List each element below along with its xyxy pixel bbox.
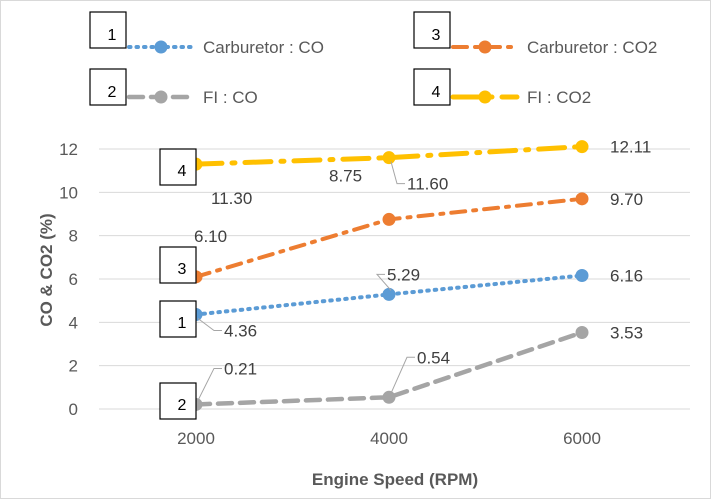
legend-box-number: 4 — [432, 84, 441, 101]
data-point — [575, 269, 589, 283]
data-label-leader — [390, 161, 405, 185]
data-label: 0.21 — [224, 359, 257, 378]
legend-box-1 — [89, 11, 127, 49]
marker-box-number: 4 — [178, 163, 187, 180]
data-point — [382, 287, 396, 301]
data-label: 4.36 — [224, 322, 257, 341]
data-label: 0.54 — [417, 348, 450, 367]
y-tick-label: 4 — [69, 313, 78, 332]
data-label-leader — [197, 318, 222, 332]
y-axis-title: CO & CO2 (%) — [37, 213, 56, 326]
data-label: 6.16 — [610, 267, 643, 286]
marker-box-4 — [159, 148, 197, 186]
x-tick-label: 2000 — [177, 429, 215, 448]
data-point — [575, 140, 589, 154]
legend-label: FI : CO — [203, 88, 258, 107]
legend-box-number: 3 — [432, 27, 441, 44]
marker-box-3 — [159, 246, 197, 284]
marker-box-number: 1 — [178, 315, 187, 332]
data-point — [382, 390, 396, 404]
legend-swatch-marker — [154, 40, 168, 54]
data-point — [575, 326, 589, 340]
marker-box-number: 2 — [178, 397, 187, 414]
data-label-leader — [390, 356, 415, 394]
y-tick-label: 10 — [59, 183, 78, 202]
y-tick-label: 2 — [69, 357, 78, 376]
data-point — [382, 151, 396, 165]
legend-box-4 — [413, 68, 451, 106]
data-label: 11.30 — [211, 189, 252, 208]
legend-label: Carburetor : CO2 — [527, 38, 657, 57]
y-tick-label: 12 — [59, 140, 78, 159]
series-line-4 — [193, 144, 585, 167]
legend-box-2 — [89, 68, 127, 106]
data-label-leader — [197, 367, 222, 401]
legend-label: Carburetor : CO — [203, 38, 324, 57]
legend-box-number: 2 — [108, 84, 117, 101]
x-axis-title: Engine Speed (RPM) — [312, 470, 478, 489]
data-label: 6.10 — [194, 227, 227, 246]
x-tick-label: 4000 — [370, 429, 408, 448]
y-tick-label: 0 — [69, 400, 78, 419]
data-label: 5.29 — [387, 265, 420, 284]
marker-box-1 — [159, 300, 197, 338]
y-tick-label: 6 — [69, 270, 78, 289]
y-tick-label: 8 — [69, 227, 78, 246]
series-line-2 — [193, 330, 585, 407]
data-label: 3.53 — [610, 324, 643, 343]
data-point — [382, 212, 396, 226]
x-tick-label: 6000 — [563, 429, 601, 448]
marker-box-2 — [159, 382, 197, 420]
legend-swatch-marker — [154, 90, 168, 104]
data-label: 9.70 — [610, 190, 643, 209]
data-label: 8.75 — [329, 166, 362, 185]
data-label: 12.11 — [610, 138, 651, 157]
marker-box-number: 3 — [178, 261, 187, 278]
legend-box-number: 1 — [108, 27, 117, 44]
data-point — [575, 192, 589, 206]
legend-label: FI : CO2 — [527, 88, 591, 107]
legend-swatch-marker — [478, 90, 492, 104]
legend-swatch-marker — [478, 40, 492, 54]
legend-box-3 — [413, 11, 451, 49]
data-label-leader — [375, 273, 392, 291]
data-label: 11.60 — [407, 175, 448, 194]
